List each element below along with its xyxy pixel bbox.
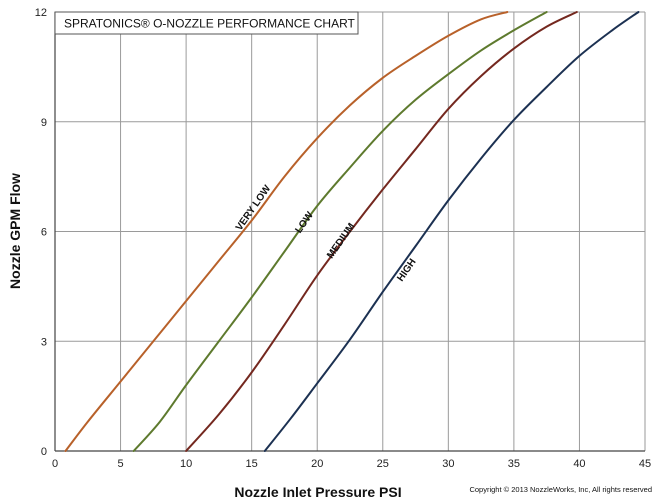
copyright-text: Copyright © 2013 NozzleWorks, Inc, All r… — [469, 485, 652, 494]
y-axis-label: Nozzle GPM Flow — [7, 173, 23, 289]
series-curves — [64, 11, 640, 452]
series-line-high — [263, 11, 640, 452]
series-line-medium — [185, 11, 578, 452]
x-tick-label: 0 — [52, 458, 58, 470]
tick-labels: 0 5 10 15 20 25 30 35 40 45 0 3 6 9 12 — [35, 7, 651, 470]
series-line-low — [132, 11, 548, 452]
x-tick-label: 40 — [573, 458, 585, 470]
series-line-very-low — [64, 11, 509, 452]
x-tick-label: 45 — [639, 458, 651, 470]
y-tick-label: 12 — [35, 7, 47, 19]
y-tick-label: 9 — [41, 117, 47, 129]
x-tick-label: 30 — [442, 458, 454, 470]
y-tick-label: 0 — [41, 446, 47, 458]
x-axis-label: Nozzle Inlet Pressure PSI — [234, 484, 401, 499]
x-tick-label: 10 — [180, 458, 192, 470]
chart-title: SPRATONICS® O-NOZZLE PERFORMANCE CHART — [64, 17, 356, 31]
x-tick-label: 35 — [508, 458, 520, 470]
x-tick-label: 20 — [311, 458, 323, 470]
x-tick-label: 5 — [117, 458, 123, 470]
x-tick-label: 25 — [377, 458, 389, 470]
y-tick-label: 3 — [41, 336, 47, 348]
y-tick-label: 6 — [41, 227, 47, 239]
title-box — [54, 11, 359, 35]
x-tick-label: 15 — [246, 458, 258, 470]
